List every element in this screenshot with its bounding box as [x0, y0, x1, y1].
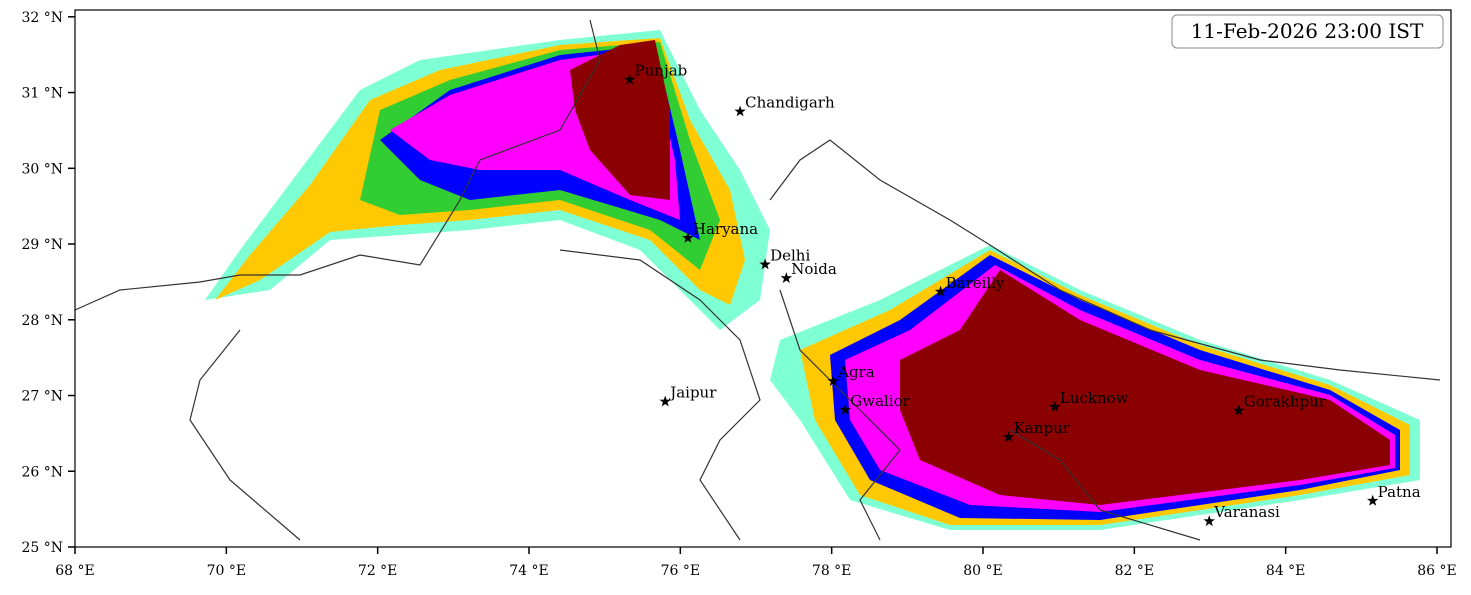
- city-marker: [1367, 494, 1379, 506]
- y-tick-label: 30 °N: [21, 161, 63, 177]
- city-marker: [623, 73, 636, 85]
- x-tick-label: 72 °E: [358, 563, 397, 579]
- y-tick-label: 31 °N: [21, 86, 63, 102]
- y-tick-label: 27 °N: [21, 389, 63, 405]
- city-marker: [759, 258, 771, 270]
- city-label: Punjab: [635, 62, 688, 80]
- city-marker: [1003, 431, 1015, 442]
- city-label: Kanpur: [1014, 419, 1071, 437]
- city-label: Haryana: [693, 220, 758, 238]
- x-tick-label: 80 °E: [963, 563, 1002, 579]
- y-tick-label: 32 °N: [21, 10, 63, 26]
- title-box: [1171, 14, 1444, 49]
- city-label: Bareilly: [946, 274, 1005, 292]
- border: [779, 289, 1201, 541]
- border: [769, 139, 1441, 381]
- border: [189, 249, 761, 541]
- overlay: 68 °E 70 °E 72 °E 74 °E 76 °E 78 °E 80 °E 82 °E…: [21, 10, 1456, 579]
- city-marker: [659, 395, 671, 407]
- city-marker: [1203, 515, 1215, 527]
- x-tick-label: 84 °E: [1266, 563, 1305, 579]
- city-label: Chandigarh: [745, 93, 835, 111]
- x-tick-label: 70 °E: [207, 563, 246, 579]
- city-marker: [839, 403, 851, 415]
- y-tick-label: 25 °N: [21, 540, 63, 556]
- title: 11-Feb-2026 23:00 IST: [1191, 19, 1424, 43]
- city-marker: [934, 285, 947, 297]
- x-tick-label: 76 °E: [661, 563, 700, 579]
- y-tick-label: 26 °N: [21, 464, 63, 480]
- city-label: Lucknow: [1060, 389, 1129, 407]
- city-marker: [734, 105, 746, 117]
- city-label: Varanasi: [1213, 503, 1280, 521]
- city-label: Gorakhpur: [1244, 393, 1327, 411]
- city-label: Gwalior: [850, 392, 910, 410]
- city-label: Delhi: [770, 246, 810, 264]
- x-tick-label: 78 °E: [812, 563, 851, 579]
- rain-layer: [900, 270, 1390, 505]
- y-tick-label: 28 °N: [21, 313, 63, 329]
- city-marker: [780, 272, 792, 283]
- city-marker: [682, 232, 694, 243]
- x-tick-label: 74 °E: [509, 563, 548, 579]
- rain-layer: [570, 40, 670, 200]
- border: [74, 19, 601, 311]
- boundaries: [74, 19, 1441, 541]
- city-label: Patna: [1378, 483, 1421, 501]
- x-tick-label: 86 °E: [1417, 563, 1456, 579]
- x-tick-label: 82 °E: [1115, 563, 1154, 579]
- city-label: Agra: [837, 363, 875, 381]
- y-tick-label: 29 °N: [21, 237, 63, 253]
- city-marker: [1049, 400, 1061, 412]
- plot-frame: [74, 9, 1452, 548]
- city-label: Jaipur: [668, 384, 717, 402]
- city-marker: [827, 375, 839, 386]
- precipitation: [205, 30, 1420, 530]
- city-label: Noida: [791, 260, 837, 278]
- city-marker: [1233, 404, 1245, 416]
- x-tick-label: 68 °E: [55, 563, 94, 579]
